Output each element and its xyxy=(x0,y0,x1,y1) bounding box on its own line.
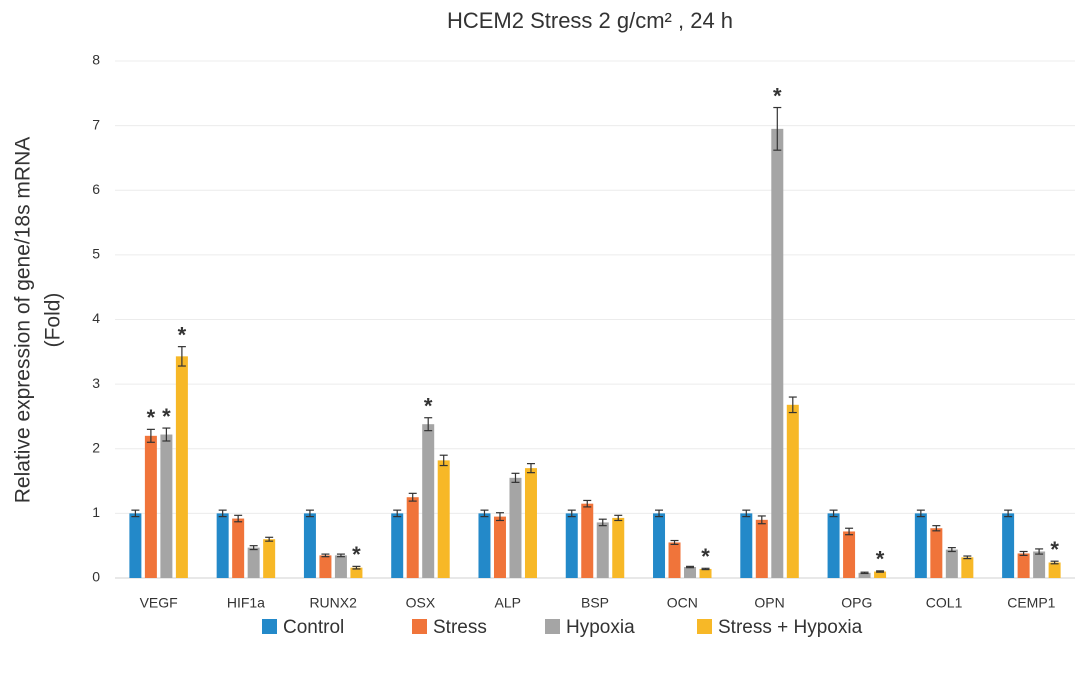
bar xyxy=(524,468,537,578)
significance-marker: * xyxy=(178,322,187,347)
legend-swatch xyxy=(262,619,277,634)
legend-label: Hypoxia xyxy=(566,617,635,638)
bar xyxy=(565,513,578,578)
bar xyxy=(668,542,681,578)
bar xyxy=(1017,553,1030,578)
legend-label: Control xyxy=(283,617,344,638)
x-tick-label: OPN xyxy=(754,595,784,611)
significance-marker: * xyxy=(876,547,885,572)
bar xyxy=(406,497,419,578)
y-axis-label: Relative expression of gene/18s mRNA xyxy=(12,137,35,504)
bar xyxy=(509,477,522,578)
bar xyxy=(437,460,450,578)
bar xyxy=(232,518,245,578)
legend-swatch xyxy=(545,619,560,634)
bar xyxy=(699,568,712,578)
significance-marker: * xyxy=(424,394,433,419)
bar xyxy=(581,503,594,578)
x-tick-label: RUNX2 xyxy=(309,595,357,611)
bar xyxy=(653,513,666,578)
bar xyxy=(216,513,229,578)
bar xyxy=(740,513,753,578)
bar xyxy=(755,519,768,578)
bar xyxy=(874,571,887,578)
bar xyxy=(961,557,974,578)
bar xyxy=(786,404,799,578)
y-tick-label: 1 xyxy=(92,504,100,520)
y-axis-label: (Fold) xyxy=(42,293,65,348)
x-tick-label: OSX xyxy=(406,595,436,611)
bar xyxy=(1002,513,1015,578)
bar xyxy=(350,567,363,578)
bar xyxy=(175,356,188,578)
bar xyxy=(596,522,609,578)
bar xyxy=(843,531,856,578)
y-tick-label: 7 xyxy=(92,116,100,132)
bar xyxy=(493,516,506,578)
significance-marker: * xyxy=(147,405,156,430)
x-tick-label: OCN xyxy=(667,595,698,611)
y-tick-label: 0 xyxy=(92,569,100,585)
legend-swatch xyxy=(412,619,427,634)
significance-marker: * xyxy=(352,542,361,567)
bar xyxy=(129,513,142,578)
bar xyxy=(684,567,697,578)
x-tick-label: ALP xyxy=(494,595,520,611)
y-tick-label: 6 xyxy=(92,181,100,197)
legend-swatch xyxy=(697,619,712,634)
bar xyxy=(334,555,347,578)
bar xyxy=(1033,551,1046,578)
y-tick-label: 8 xyxy=(92,52,100,68)
bar xyxy=(144,435,157,578)
x-tick-label: COL1 xyxy=(926,595,963,611)
bar xyxy=(612,517,625,578)
bar xyxy=(858,572,871,578)
chart-title: HCEM2 Stress 2 g/cm² , 24 h xyxy=(447,8,733,33)
y-tick-label: 5 xyxy=(92,246,100,262)
x-tick-label: CEMP1 xyxy=(1007,595,1055,611)
x-tick-label: OPG xyxy=(841,595,872,611)
x-tick-label: BSP xyxy=(581,595,609,611)
bar xyxy=(160,434,173,578)
bar xyxy=(771,128,784,578)
bar xyxy=(391,513,404,578)
bar xyxy=(945,549,958,578)
significance-marker: * xyxy=(162,404,171,429)
x-tick-label: VEGF xyxy=(140,595,178,611)
y-tick-label: 2 xyxy=(92,439,100,455)
bar xyxy=(930,528,943,578)
bar xyxy=(478,513,491,578)
bar xyxy=(422,424,435,578)
y-tick-label: 3 xyxy=(92,375,100,391)
bar xyxy=(319,555,332,578)
x-tick-label: HIF1a xyxy=(227,595,265,611)
bar xyxy=(303,513,316,578)
legend-label: Stress + Hypoxia xyxy=(718,617,863,638)
significance-marker: * xyxy=(773,83,782,108)
legend-label: Stress xyxy=(433,617,487,638)
bar xyxy=(263,539,276,578)
significance-marker: * xyxy=(701,544,710,569)
bar xyxy=(827,513,840,578)
significance-marker: * xyxy=(1050,537,1059,562)
bar xyxy=(1048,562,1061,578)
bar xyxy=(247,547,260,578)
bar xyxy=(914,513,927,578)
y-tick-label: 4 xyxy=(92,310,100,326)
